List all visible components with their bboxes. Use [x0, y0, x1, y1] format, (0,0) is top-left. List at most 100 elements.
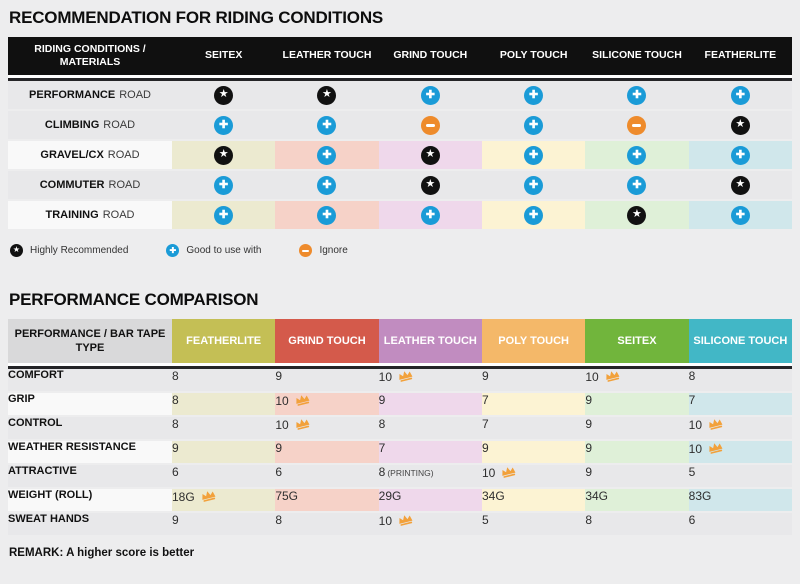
score-cell: 34G — [482, 489, 586, 511]
score-cell: 8 — [172, 369, 276, 391]
score-value: 7 — [482, 417, 489, 431]
score-value: 8 — [275, 513, 283, 527]
score-cell: 75G — [275, 489, 379, 511]
performance-table: PERFORMANCE / BAR TAPE TYPE FEATHERLITE G… — [8, 319, 792, 535]
score-value: 8 — [688, 369, 696, 383]
riding-rating-cell: ✚ — [172, 201, 276, 229]
score-cell: 29G — [378, 489, 482, 511]
riding-rating-cell: ✚ — [585, 171, 689, 199]
riding-rating-cell: ★ — [275, 81, 379, 109]
table-row: SWEAT HANDS 9 8 10 5 8 6 — [8, 513, 792, 535]
score-value: 8 — [378, 465, 386, 479]
star-icon: ★ — [317, 85, 337, 105]
star-icon: ★ — [730, 115, 750, 135]
score-cell: 9 — [482, 441, 586, 463]
score-value: 10 — [275, 418, 289, 432]
legend-label: Ignore — [319, 245, 348, 256]
riding-rating-cell — [378, 111, 482, 139]
score-value: 29G — [378, 489, 402, 503]
score-value: 18G — [172, 490, 195, 504]
star-icon: ★ — [10, 244, 23, 257]
score-value: 8 — [172, 417, 179, 431]
crown-icon — [500, 464, 518, 482]
score-value: 5 — [688, 465, 696, 479]
score-cell: 10 — [378, 513, 482, 535]
minus-icon — [299, 244, 313, 257]
riding-rating-cell: ✚ — [585, 81, 689, 109]
riding-rating-cell: ★ — [378, 171, 482, 199]
plus-icon: ✚ — [214, 115, 234, 135]
riding-header-label: RIDING CONDITIONS / MATERIALS — [34, 42, 146, 68]
score-value: 6 — [688, 513, 696, 527]
score-cell: 9 — [585, 441, 689, 463]
score-cell: 8 — [172, 417, 276, 439]
score-cell: 10 — [275, 417, 379, 439]
score-cell: 10 — [688, 417, 792, 439]
plus-icon: ✚ — [317, 205, 337, 225]
riding-column-header: SEITEX — [204, 49, 243, 62]
performance-row-label: WEATHER RESISTANCE — [8, 441, 172, 463]
score-cell: 9 — [275, 369, 379, 391]
score-cell: 8 — [378, 417, 482, 439]
score-value: 9 — [378, 393, 386, 407]
score-value: 8 — [378, 417, 386, 431]
performance-column-header: SEITEX — [585, 319, 689, 363]
minus-icon — [420, 115, 440, 135]
riding-column-header: POLY TOUCH — [499, 49, 568, 62]
score-cell: 9 — [585, 465, 689, 487]
riding-row-label: TRAINING ROAD — [8, 201, 172, 229]
remark-text: REMARK: A higher score is better — [9, 547, 195, 559]
riding-rating-cell: ✚ — [585, 141, 689, 169]
plus-icon: ✚ — [420, 85, 440, 105]
score-value: 10 — [378, 370, 393, 384]
score-cell: 5 — [482, 513, 586, 535]
header-divider — [8, 363, 792, 369]
riding-rating-cell: ★ — [378, 141, 482, 169]
score-cell: 7 — [482, 417, 586, 439]
performance-row-label: GRIP — [8, 393, 172, 415]
riding-rating-cell: ✚ — [688, 201, 792, 229]
riding-row-label: CLIMBING ROAD — [8, 111, 172, 139]
star-icon: ★ — [420, 175, 440, 195]
riding-rating-cell: ✚ — [378, 201, 482, 229]
table-row: COMFORT 8 9 10 9 10 8 — [8, 369, 792, 391]
score-cell: 10 — [482, 464, 586, 487]
riding-table-header: RIDING CONDITIONS / MATERIALS SEITEX LEAT… — [8, 37, 792, 75]
legend-label: Good to use with — [186, 245, 262, 256]
riding-row-label: GRAVEL/CX ROAD — [8, 141, 172, 169]
score-value: 34G — [585, 489, 609, 503]
table-row: GRIP 8 10 9 7 9 7 — [8, 393, 792, 415]
score-value: 9 — [585, 417, 593, 431]
crown-icon — [603, 368, 621, 386]
score-value: 8 — [585, 513, 593, 527]
score-value: 10 — [688, 442, 703, 456]
score-cell: 10 — [378, 369, 482, 391]
table-row: PERFORMANCE ROAD ★ ★ ✚ ✚ ✚ ✚ — [8, 81, 792, 109]
score-cell: 9 — [275, 441, 379, 463]
table-row: WEIGHT (ROLL) 18G 75G 29G 34G 34G 83G — [8, 489, 792, 511]
score-cell: 8 — [688, 369, 792, 391]
performance-row-label: ATTRACTIVE — [8, 465, 172, 487]
score-value: 9 — [172, 513, 179, 527]
table-row: CLIMBING ROAD ✚ ✚ ✚ ★ — [8, 111, 792, 139]
riding-rating-cell: ★ — [585, 201, 689, 229]
performance-column-header: GRIND TOUCH — [275, 319, 379, 363]
plus-icon: ✚ — [730, 85, 750, 105]
legend-label: Highly Recommended — [30, 245, 129, 256]
score-cell: 9 — [585, 393, 689, 415]
header-divider — [8, 75, 792, 81]
score-cell: 6 — [688, 513, 792, 535]
table-row: WEATHER RESISTANCE 9 9 7 9 9 10 — [8, 441, 792, 463]
score-value: 9 — [275, 441, 283, 455]
table-row: COMMUTER ROAD ✚ ✚ ★ ✚ ✚ ★ — [8, 171, 792, 199]
crown-icon — [293, 392, 311, 410]
score-cell: 6 — [275, 465, 379, 487]
riding-rating-cell: ✚ — [482, 111, 586, 139]
riding-table-body: PERFORMANCE ROAD ★ ★ ✚ ✚ ✚ ✚ CLIMBING ROAD ✚ ✚ ✚ ★ GRA… — [8, 81, 792, 229]
riding-conditions-title: RECOMMENDATION FOR RIDING CONDITIONS — [9, 8, 384, 27]
legend-item: Ignore — [299, 244, 348, 257]
score-cell: 7 — [482, 393, 586, 415]
crown-icon — [707, 440, 725, 458]
plus-icon: ✚ — [730, 145, 750, 165]
plus-icon: ✚ — [627, 85, 647, 105]
